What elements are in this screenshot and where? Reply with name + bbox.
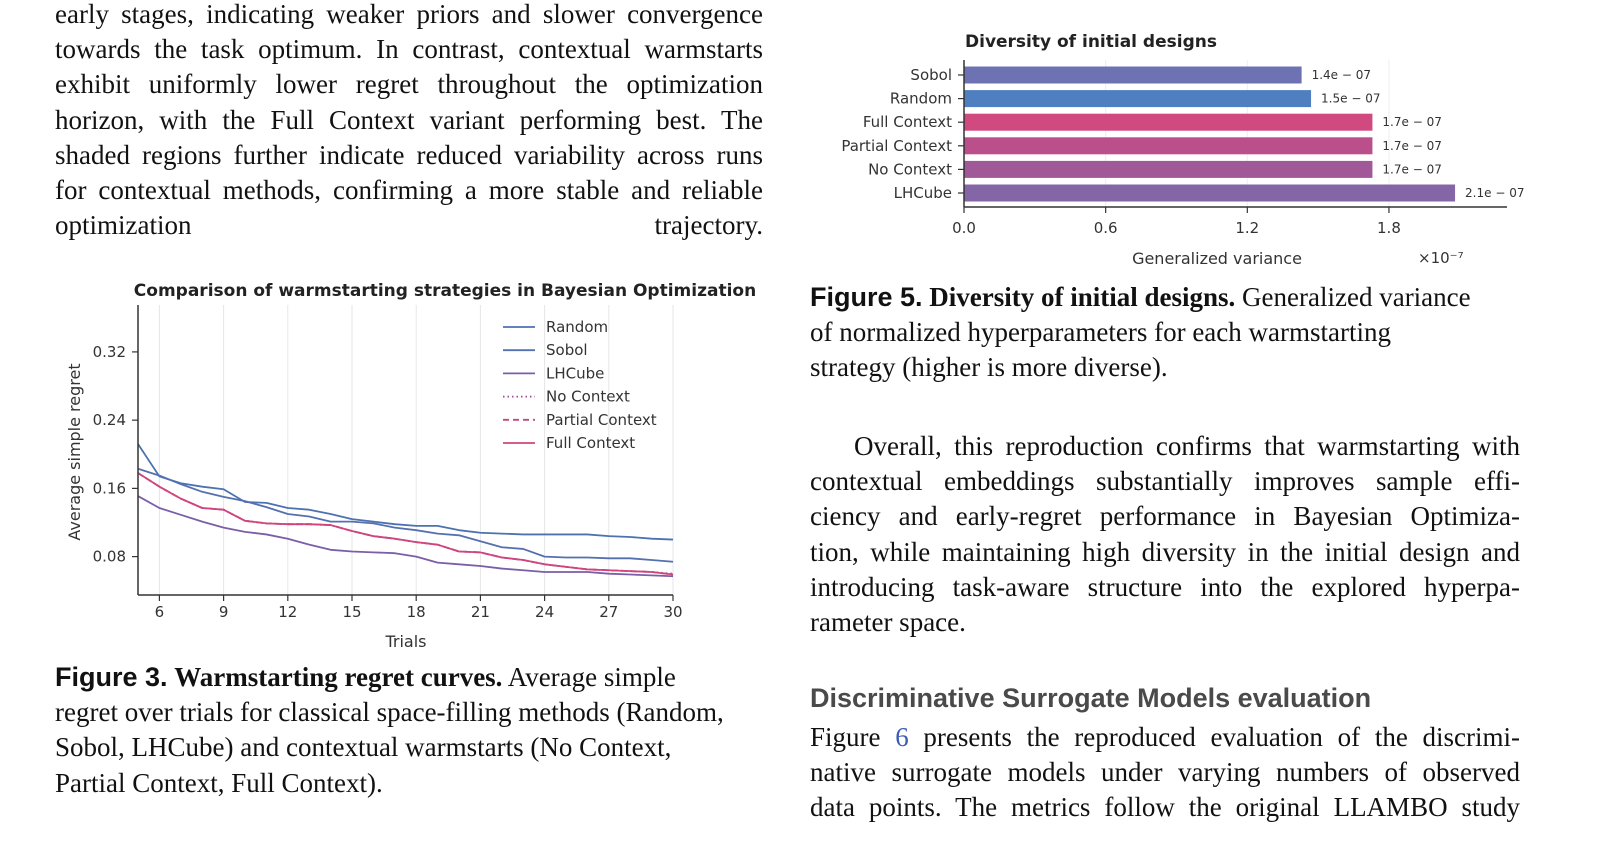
y-category-label: Random — [890, 90, 952, 108]
paragraph-line: introducing task-aware structure into th… — [810, 571, 1520, 602]
x-tick-label: 0.0 — [952, 219, 976, 237]
legend-label: Partial Context — [546, 411, 657, 429]
caption-line: Sobol, LHCube) and contextual warmstarts… — [55, 732, 672, 763]
section-heading: Discriminative Surrogate Models evaluati… — [810, 683, 1372, 713]
body-paragraph-top: early stages, indicating weaker priors a… — [55, 0, 763, 243]
bar-value-label: 1.7e − 07 — [1382, 162, 1441, 176]
bar-partial-context — [964, 137, 1373, 155]
y-category-label: No Context — [868, 160, 952, 178]
paragraph-line: native surrogate models under varying nu… — [810, 757, 1520, 788]
y-category-label: Partial Context — [841, 137, 952, 155]
paragraph-line: shaded regions further indicate reduced … — [55, 139, 763, 170]
paragraph-line: for contextual methods, confirming a mor… — [55, 175, 763, 206]
line-chart-xlabel: Trials — [384, 632, 426, 651]
figure3-label: Figure 3. — [55, 662, 168, 692]
caption-line: Partial Context, Full Context). — [55, 767, 383, 798]
legend-label: No Context — [546, 388, 630, 406]
legend-label: Sobol — [546, 341, 588, 359]
x-tick-label: 1.2 — [1235, 219, 1259, 237]
x-tick-label: 1.8 — [1377, 219, 1401, 237]
caption-line: of normalized hyperparameters for each w… — [810, 317, 1391, 348]
x-tick-label: 30 — [663, 603, 682, 621]
caption-line: regret over trials for classical space-f… — [55, 697, 724, 728]
bar-random — [964, 90, 1312, 108]
x-tick-label: 24 — [535, 603, 554, 621]
y-tick-label: 0.08 — [93, 548, 126, 566]
x-tick-label: 9 — [219, 603, 229, 621]
paragraph-line: towards the task optimum. In contrast, c… — [55, 34, 763, 65]
x-tick-label: 18 — [407, 603, 426, 621]
bar-chart-xlabel: Generalized variance — [1132, 249, 1302, 268]
text-fragment: Figure — [810, 722, 896, 752]
paragraph-line: contextual embeddings substantially impr… — [810, 466, 1520, 497]
legend-label: Full Context — [546, 434, 635, 452]
y-category-label: Full Context — [863, 113, 952, 131]
paragraph-line: tion, while maintaining high diversity i… — [810, 536, 1520, 567]
legend-label: LHCube — [546, 364, 604, 382]
caption-line: strategy (higher is more diverse). — [810, 352, 1168, 383]
series-line-random — [137, 443, 674, 541]
x-tick-label: 15 — [342, 603, 361, 621]
bar-value-label: 1.7e − 07 — [1382, 115, 1441, 129]
paragraph-line: early stages, indicating weaker priors a… — [55, 0, 763, 29]
body-paragraph-overall: Overall, this reproduction confirms that… — [810, 429, 1520, 640]
series-line-lhcube — [137, 495, 674, 578]
x-tick-label: 21 — [471, 603, 490, 621]
figure3-title: Warmstarting regret curves. — [174, 662, 503, 692]
bar-lhcube — [964, 184, 1456, 202]
x-tick-label: 6 — [155, 603, 165, 621]
bar-value-label: 1.7e − 07 — [1382, 139, 1441, 153]
x-tick-label: 27 — [599, 603, 618, 621]
bar-value-label: 2.1e − 07 — [1465, 186, 1524, 200]
bar-no-context — [964, 160, 1373, 178]
caption-line: Generalized variance — [1242, 282, 1471, 312]
figure5-title: Diversity of initial designs. — [929, 282, 1236, 312]
x-tick-label: 0.6 — [1094, 219, 1118, 237]
figure5-label: Figure 5. — [810, 282, 923, 312]
paragraph-line: data points. The metrics follow the orig… — [810, 792, 1520, 823]
y-tick-label: 0.16 — [93, 479, 126, 497]
paragraph-line: rameter space. — [810, 607, 966, 638]
paragraph-line: horizon, with the Full Context variant p… — [55, 104, 763, 135]
y-category-label: Sobol — [910, 66, 952, 84]
y-tick-label: 0.32 — [93, 343, 126, 361]
x-tick-label: 12 — [278, 603, 297, 621]
bar-value-label: 1.5e − 07 — [1321, 92, 1380, 106]
series-line-sobol — [137, 467, 674, 563]
paragraph-line: Overall, this reproduction confirms that… — [854, 431, 1520, 461]
paragraph-line: exhibit uniformly lower regret throughou… — [55, 69, 763, 100]
bar-sobol — [964, 66, 1302, 84]
y-tick-label: 0.24 — [93, 411, 126, 429]
diversity-bar-chart: Diversity of initial designs 1.4e − 07 1.… — [841, 32, 1524, 268]
figure-6-reference-link[interactable]: 6 — [895, 722, 909, 752]
legend-label: Random — [546, 318, 608, 336]
figure3-caption: Figure 3. Warmstarting regret curves. Av… — [55, 660, 775, 801]
paragraph-line: ciency and early-regret performance in B… — [810, 501, 1520, 532]
text-fragment: presents the reproduced evaluation of th… — [908, 722, 1521, 752]
bar-full-context — [964, 113, 1373, 131]
bar-chart-scale-label: ×10⁻⁷ — [1418, 249, 1464, 267]
figure5-caption: Figure 5. Diversity of initial designs. … — [810, 280, 1530, 386]
bar-chart-title: Diversity of initial designs — [965, 32, 1217, 52]
series-line-full-context — [137, 472, 674, 576]
line-chart-title: Comparison of warmstarting strategies in… — [134, 281, 756, 301]
line-chart-ylabel: Average simple regret — [65, 363, 84, 540]
caption-line: Average simple — [507, 662, 676, 692]
paragraph-line: optimization trajectory. — [55, 210, 763, 241]
body-paragraph-discriminative: Figure 6 presents the reproduced evaluat… — [810, 720, 1520, 826]
y-category-label: LHCube — [894, 184, 952, 202]
regret-line-chart: Comparison of warmstarting strategies in… — [65, 281, 756, 651]
bar-value-label: 1.4e − 07 — [1312, 68, 1371, 82]
